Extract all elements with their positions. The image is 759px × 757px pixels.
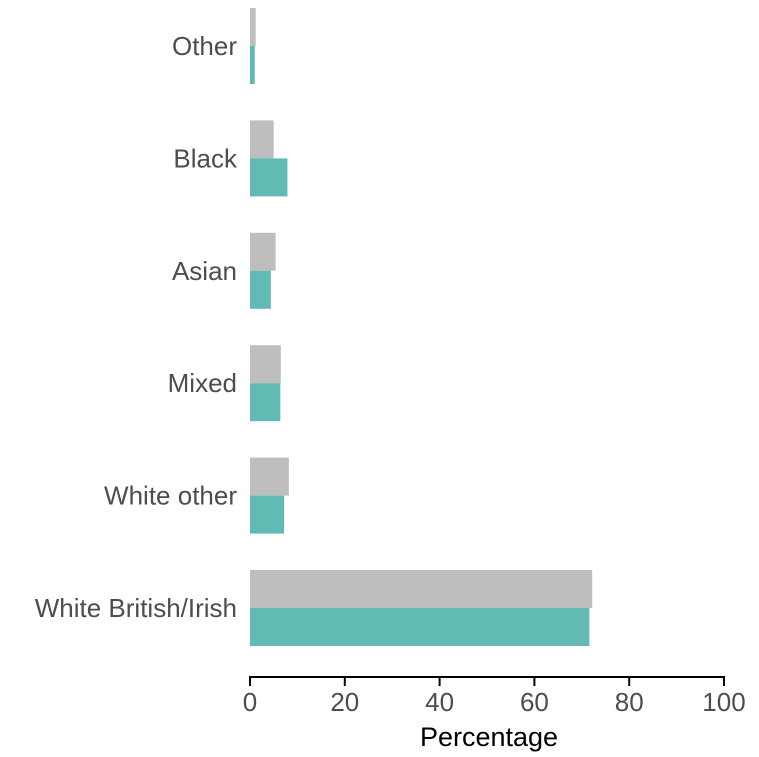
bar-white-other-series-1 <box>250 457 289 496</box>
bar-black-series-1 <box>250 120 274 159</box>
bar-black-series-2 <box>250 158 288 197</box>
bar-white-british-irish-series-2 <box>250 608 590 646</box>
category-label-other: Other <box>172 31 237 61</box>
category-label-white-british-irish: White British/Irish <box>35 593 237 623</box>
x-tick-label-20: 20 <box>330 687 359 717</box>
category-label-black: Black <box>173 143 238 173</box>
category-label-mixed: Mixed <box>168 368 237 398</box>
category-labels: White British/Irish White other Mixed Asian… <box>35 31 238 623</box>
bars-group <box>250 8 593 646</box>
x-axis-ticks: 0 20 40 60 80 100 <box>243 677 746 717</box>
bar-other-series-2 <box>250 46 255 84</box>
x-tick-label-60: 60 <box>520 687 549 717</box>
category-label-white-other: White other <box>104 481 237 511</box>
x-axis-title: Percentage <box>420 722 558 752</box>
bar-mixed-series-2 <box>250 383 281 422</box>
x-tick-label-0: 0 <box>243 687 257 717</box>
bar-asian-series-2 <box>250 270 271 309</box>
category-label-asian: Asian <box>172 256 237 286</box>
bar-mixed-series-1 <box>250 345 281 384</box>
bar-asian-series-1 <box>250 232 276 271</box>
bar-white-other-series-2 <box>250 495 285 534</box>
x-tick-label-100: 100 <box>702 687 745 717</box>
bar-white-british-irish-series-1 <box>250 570 593 608</box>
x-tick-label-40: 40 <box>425 687 454 717</box>
bar-other-series-1 <box>250 8 256 46</box>
x-tick-label-80: 80 <box>615 687 644 717</box>
